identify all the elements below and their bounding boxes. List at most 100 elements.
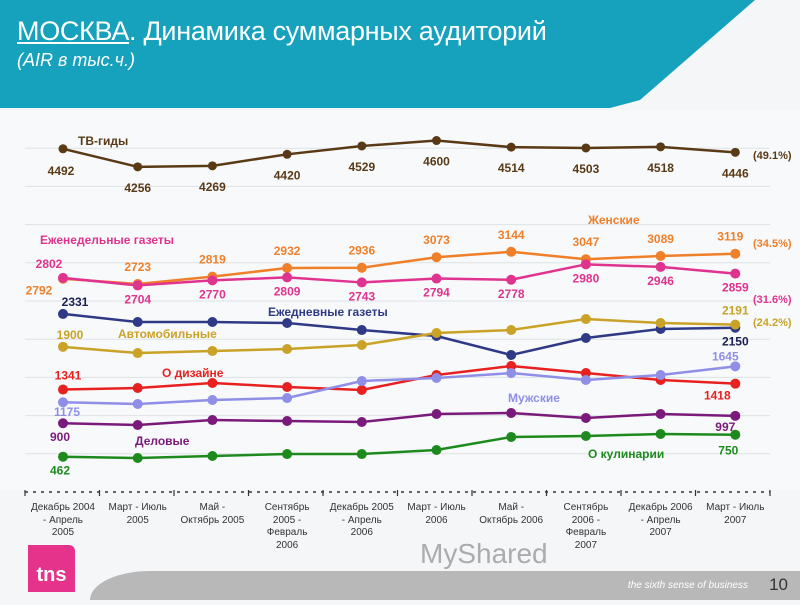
data-label: 4420 bbox=[274, 168, 301, 182]
data-label: 2743 bbox=[348, 289, 375, 303]
data-label: 2802 bbox=[36, 257, 63, 271]
data-label: 2792 bbox=[26, 284, 53, 298]
data-point bbox=[58, 451, 68, 462]
data-label: 2946 bbox=[647, 274, 674, 288]
data-point bbox=[132, 280, 143, 291]
data-label: 3144 bbox=[498, 228, 525, 242]
data-label: 2936 bbox=[348, 244, 375, 258]
data-point bbox=[506, 408, 517, 419]
data-point bbox=[730, 410, 741, 421]
data-point bbox=[282, 343, 293, 354]
x-tick-label-line: Май - bbox=[199, 502, 226, 513]
x-tick-label: Март - Июль 2007 bbox=[695, 502, 775, 527]
data-point bbox=[580, 314, 591, 325]
data-label: 4446 bbox=[722, 166, 749, 180]
share-label: (24.2%) bbox=[753, 317, 792, 329]
data-point bbox=[656, 142, 666, 152]
data-point bbox=[58, 397, 68, 408]
data-point bbox=[207, 161, 217, 171]
x-tick-label: Март - Июль 2005 bbox=[98, 502, 178, 527]
series-name-label: О дизайне bbox=[162, 366, 224, 380]
share-label: (31.6%) bbox=[753, 294, 792, 306]
data-point bbox=[356, 325, 367, 336]
data-point bbox=[580, 332, 591, 343]
slogan: the sixth sense of business bbox=[627, 580, 748, 591]
x-tick-label: Декабрь 2006- Апрель 2007 bbox=[621, 502, 701, 540]
page-subtitle: (AIR в тыс.ч.) bbox=[17, 50, 135, 70]
data-point bbox=[730, 378, 741, 389]
data-label: 2331 bbox=[62, 295, 89, 309]
data-point bbox=[132, 398, 143, 409]
header-band bbox=[0, 0, 755, 108]
tns-logo: tns bbox=[28, 545, 75, 592]
x-tick-label: Декабрь 2005- Апрель 2006 bbox=[322, 502, 402, 540]
x-tick-label-line: Сентябрь bbox=[264, 502, 310, 513]
data-label: 4600 bbox=[423, 155, 450, 169]
data-label: 1175 bbox=[54, 405, 80, 419]
data-point bbox=[207, 395, 218, 406]
data-label: 4503 bbox=[573, 162, 600, 176]
data-label: 2191 bbox=[722, 304, 749, 318]
data-point bbox=[207, 317, 218, 328]
data-label: 4269 bbox=[199, 180, 226, 194]
x-tick-label-line: - Апрель bbox=[640, 514, 681, 526]
data-point bbox=[580, 412, 591, 423]
x-tick-label: Май - Октябрь 2006 bbox=[471, 502, 551, 527]
data-point bbox=[207, 345, 218, 356]
data-label: 2150 bbox=[722, 335, 749, 349]
x-tick-label-line: Март - Июль bbox=[108, 502, 167, 513]
data-point bbox=[655, 429, 666, 440]
series-line bbox=[62, 411, 736, 427]
data-point bbox=[580, 368, 591, 379]
data-point bbox=[132, 348, 143, 359]
data-point bbox=[506, 361, 517, 372]
watermark: MyShared bbox=[420, 538, 548, 569]
data-label: 462 bbox=[50, 464, 70, 478]
data-point bbox=[655, 251, 666, 262]
data-point bbox=[132, 317, 143, 328]
data-point bbox=[655, 318, 666, 329]
data-point bbox=[356, 385, 367, 396]
series-line bbox=[62, 263, 736, 287]
x-tick-label: Март - Июль 2006 bbox=[397, 502, 477, 527]
data-point bbox=[132, 383, 143, 394]
data-label: 3089 bbox=[647, 232, 674, 246]
series-line bbox=[62, 365, 736, 406]
series-line bbox=[62, 317, 736, 355]
data-point bbox=[431, 328, 442, 339]
page-title: МОСКВА. Динамика суммарных аудиторий bbox=[17, 16, 547, 47]
data-point bbox=[581, 143, 591, 153]
series-name-label: Женские bbox=[587, 213, 640, 227]
data-point bbox=[58, 418, 68, 429]
x-tick-label-line: Февраль bbox=[266, 527, 308, 538]
data-point bbox=[431, 273, 442, 284]
data-point bbox=[207, 415, 218, 426]
data-point bbox=[58, 144, 68, 154]
x-tick-label-line: Март - Июль bbox=[706, 502, 765, 513]
series-name-label: Деловые bbox=[135, 434, 190, 448]
data-point bbox=[655, 261, 666, 272]
x-tick-label-line: 2005 bbox=[51, 527, 75, 538]
x-tick-label: Сентябрь 2005 - Февраль 2006 bbox=[247, 502, 327, 552]
data-label: 900 bbox=[50, 430, 70, 444]
x-tick-label-line: 2006 bbox=[350, 527, 373, 538]
data-label: 3047 bbox=[573, 235, 600, 249]
data-point bbox=[207, 275, 218, 286]
data-point bbox=[58, 341, 68, 352]
x-tick-label-line: 2006 bbox=[425, 514, 448, 526]
x-tick-label-line: Октябрь 2005 bbox=[180, 514, 245, 526]
data-point bbox=[282, 393, 293, 404]
data-label: 2794 bbox=[423, 286, 450, 300]
data-point bbox=[356, 262, 367, 273]
data-label: 2932 bbox=[274, 244, 301, 258]
data-point bbox=[655, 408, 666, 419]
x-tick-label-line: Февраль bbox=[565, 527, 607, 538]
series-line bbox=[62, 432, 736, 460]
data-point bbox=[730, 268, 741, 279]
data-point bbox=[431, 252, 442, 263]
data-point bbox=[282, 149, 292, 159]
data-label: 4514 bbox=[498, 161, 525, 175]
x-tick-label-line: Март - Июль bbox=[407, 502, 466, 513]
series-line bbox=[62, 312, 736, 357]
title-text: . Динамика суммарных аудиторий bbox=[129, 16, 547, 46]
